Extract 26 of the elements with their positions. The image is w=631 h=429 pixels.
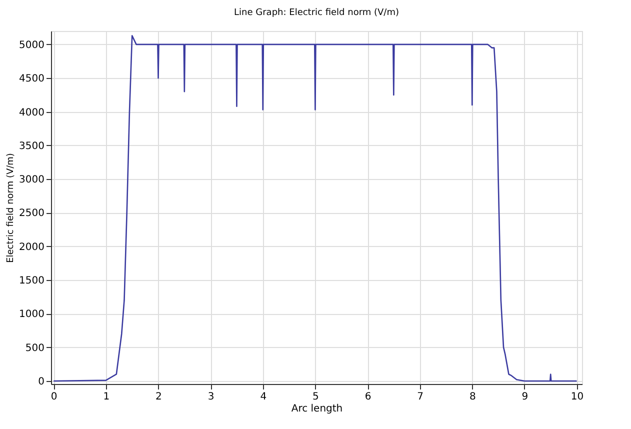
y-tick-label: 4500 — [19, 74, 44, 85]
y-tick-label: 500 — [25, 342, 44, 354]
y-tick-label: 3500 — [19, 140, 44, 152]
x-tick-label: 0 — [50, 392, 58, 402]
x-tick-label: 5 — [312, 392, 319, 402]
y-tick-label: 5000 — [19, 40, 44, 51]
y-tick-label: 1500 — [19, 276, 44, 287]
x-tick-label: 9 — [522, 392, 528, 402]
x-tick-label: 6 — [364, 392, 372, 402]
y-axis-title: Electric field norm (V/m) — [6, 153, 16, 263]
y-tick-label: 2000 — [19, 242, 44, 253]
y-tick-label: 1000 — [19, 309, 44, 320]
x-tick-label: 3 — [208, 392, 214, 402]
chart-title: Line Graph: Electric field norm (V/m) — [234, 8, 399, 18]
line-series — [52, 35, 578, 382]
x-tick-label: 7 — [417, 392, 424, 402]
x-tick-label: 2 — [156, 392, 162, 402]
y-tick-label: 3000 — [19, 174, 44, 186]
x-tick-label: 10 — [570, 392, 584, 402]
x-axis-title: Arc length — [291, 404, 343, 414]
y-tick-label: 0 — [38, 376, 44, 388]
y-tick-label: 4000 — [19, 107, 44, 118]
x-tick-label: 1 — [103, 392, 110, 402]
x-tick-label: 4 — [260, 392, 267, 402]
y-tick-label: 2500 — [19, 208, 44, 220]
x-tick-label: 8 — [469, 392, 476, 402]
